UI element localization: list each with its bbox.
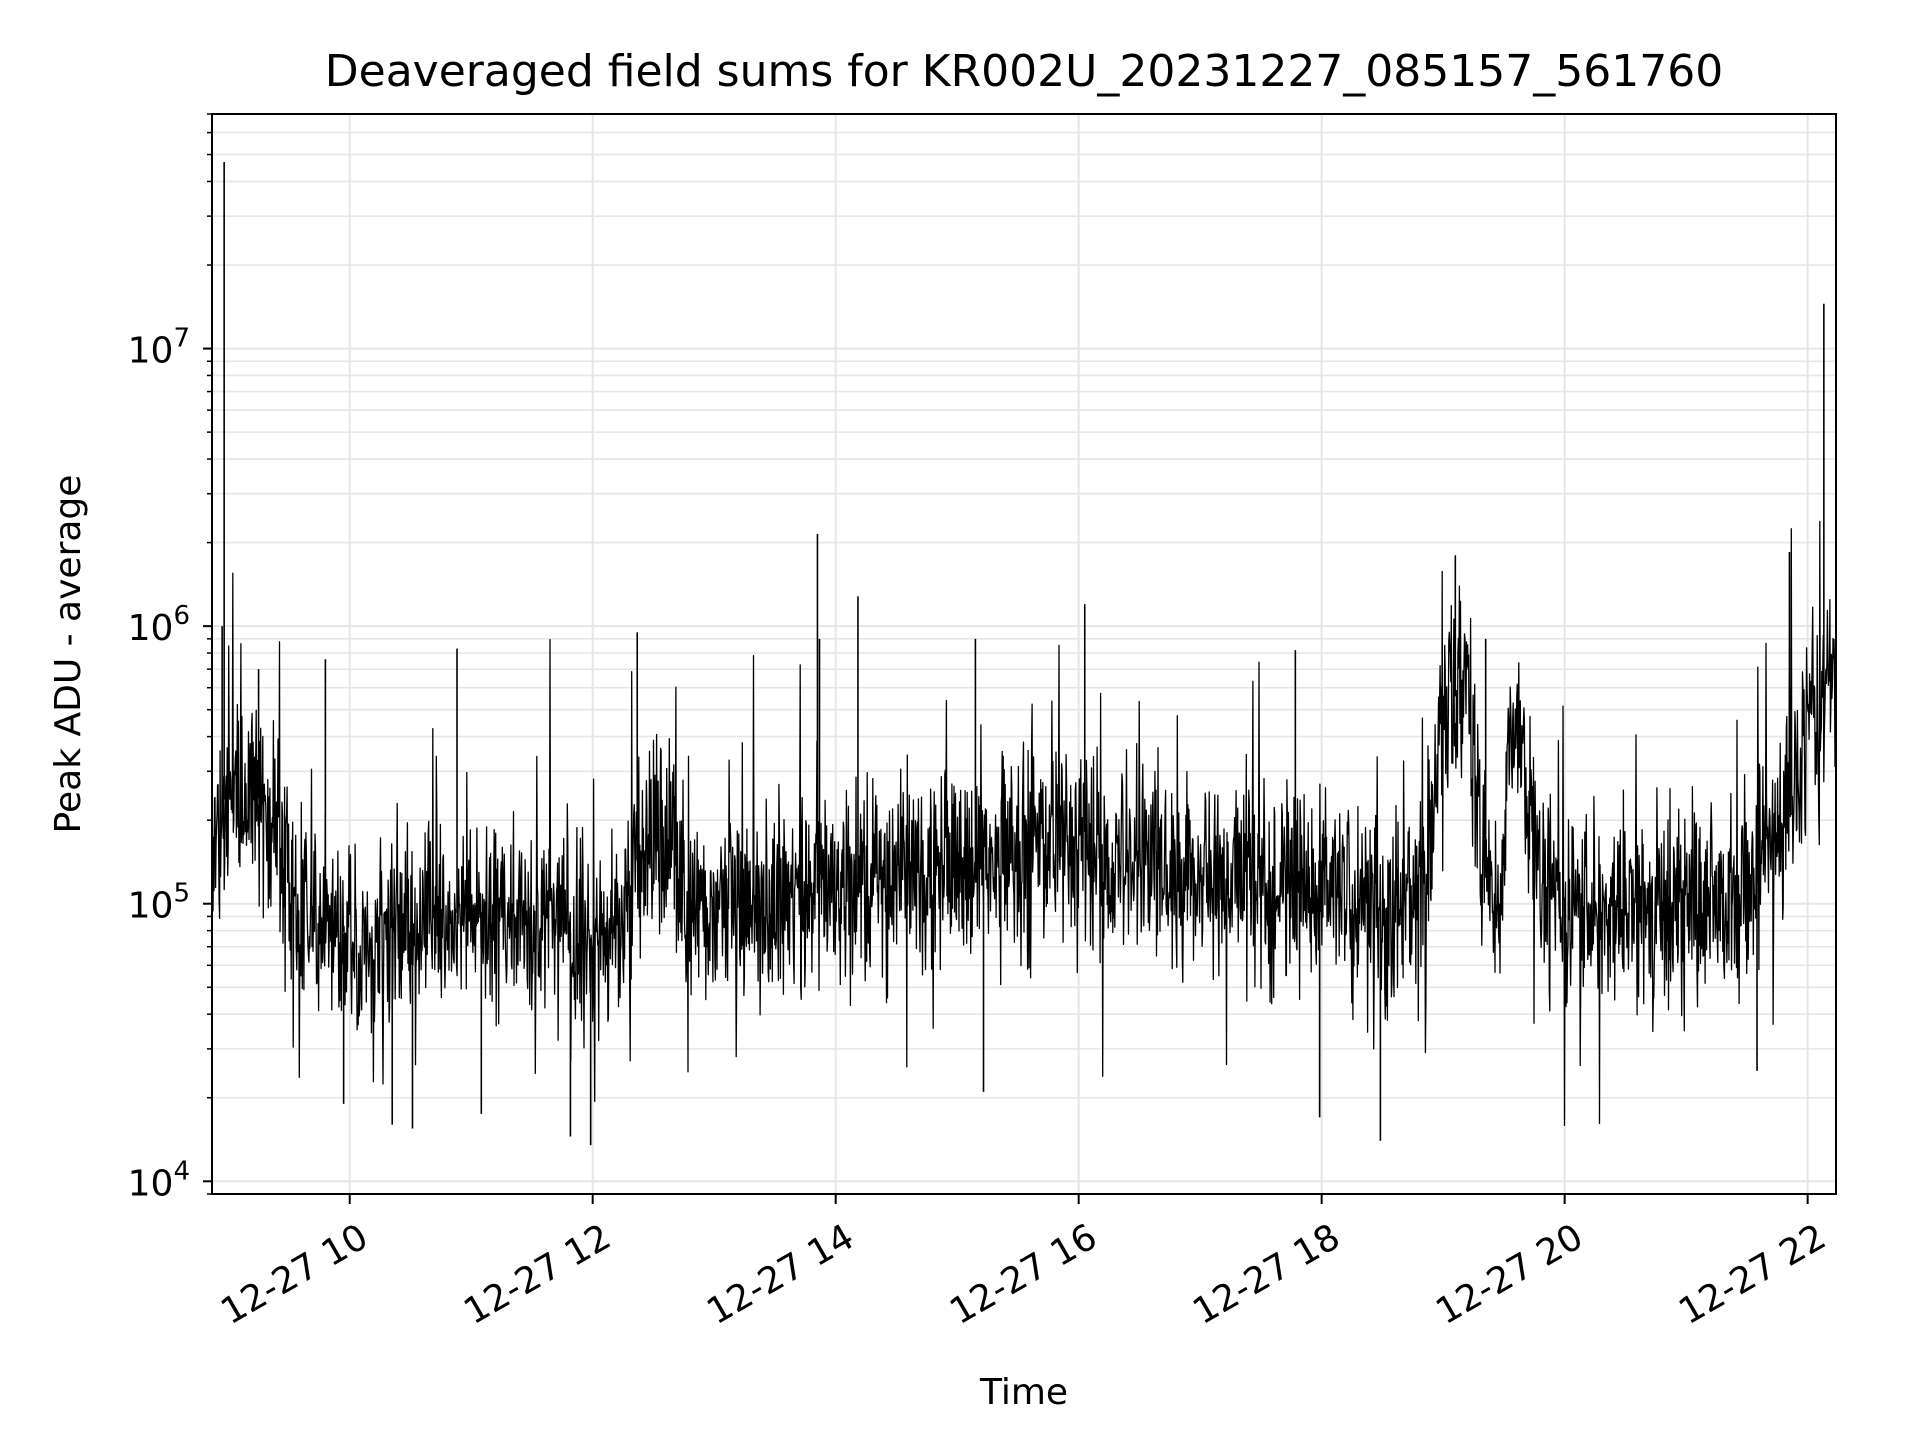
data-series bbox=[211, 162, 1837, 1146]
y-tick-label: 107 bbox=[128, 324, 190, 372]
chart-title: Deaveraged field sums for KR002U_2023122… bbox=[325, 46, 1723, 97]
y-tick-label: 106 bbox=[128, 601, 190, 649]
y-axis-label: Peak ADU - average bbox=[48, 475, 89, 834]
y-tick-label: 104 bbox=[128, 1156, 190, 1204]
plot-frame bbox=[211, 113, 1837, 1195]
series-line bbox=[211, 520, 1837, 1127]
y-tick-label: 105 bbox=[128, 879, 190, 927]
x-axis-label: Time bbox=[979, 1372, 1068, 1413]
